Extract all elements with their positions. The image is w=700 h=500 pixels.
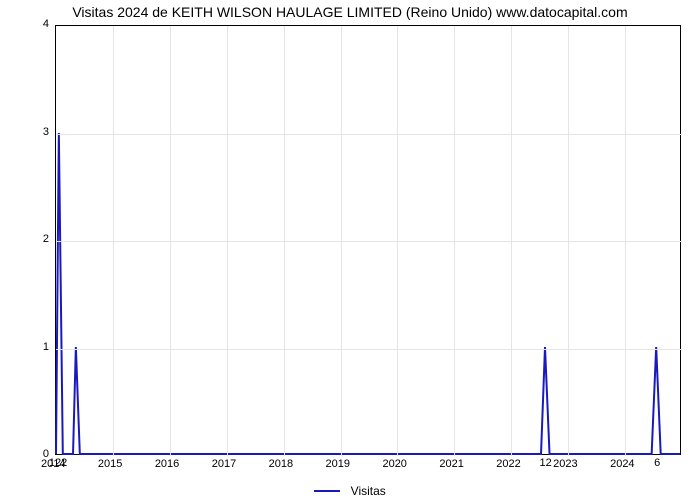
- chart-plot-area: [55, 25, 681, 455]
- y-gridline: [56, 241, 682, 242]
- x-tick-label: 2021: [439, 459, 463, 470]
- y-tick-label: 1: [29, 342, 49, 353]
- x-tick-label: 2015: [98, 459, 122, 470]
- legend-label: Visitas: [351, 484, 386, 498]
- legend-swatch: [314, 490, 340, 492]
- line-chart-svg: [56, 26, 680, 454]
- x-tick-label: 2017: [212, 459, 236, 470]
- y-gridline: [56, 349, 682, 350]
- series-data-label: 6: [654, 458, 660, 469]
- visitas-line: [56, 133, 680, 454]
- x-tick-label: 2018: [269, 459, 293, 470]
- y-tick-label: 0: [29, 449, 49, 460]
- chart-title: Visitas 2024 de KEITH WILSON HAULAGE LIM…: [0, 4, 700, 20]
- x-tick-label: 2023: [553, 459, 577, 470]
- x-tick-label: 2020: [382, 459, 406, 470]
- y-tick-label: 3: [29, 127, 49, 138]
- chart-legend: Visitas: [0, 482, 700, 500]
- series-data-label: 12: [540, 458, 552, 469]
- x-tick-label: 2024: [610, 459, 634, 470]
- series-data-label: 122: [49, 458, 67, 469]
- y-tick-label: 4: [29, 19, 49, 30]
- y-gridline: [56, 134, 682, 135]
- x-tick-label: 2022: [496, 459, 520, 470]
- y-tick-label: 2: [29, 234, 49, 245]
- x-tick-label: 2016: [155, 459, 179, 470]
- x-tick-label: 2019: [326, 459, 350, 470]
